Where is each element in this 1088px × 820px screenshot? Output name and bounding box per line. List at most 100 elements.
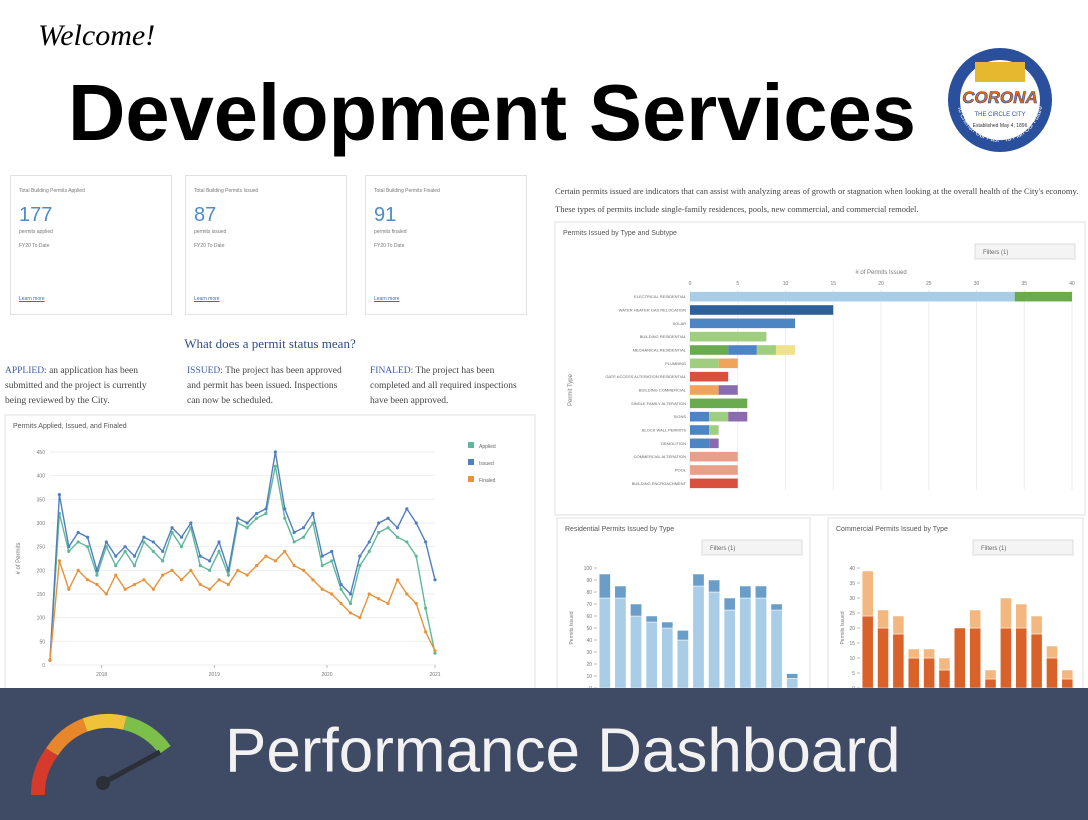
point: [142, 578, 146, 582]
bar-segment: [645, 615, 658, 623]
learn-more-link[interactable]: Learn more: [19, 296, 45, 302]
status-text: The project has been completed and all r…: [370, 366, 517, 406]
point: [161, 549, 165, 554]
kpi-card: Total Building Permits Issued 87 permits i…: [185, 175, 347, 315]
bar-segment: [723, 597, 736, 611]
bar-segment: [690, 371, 729, 382]
point: [264, 507, 268, 511]
y-tick-label: 450: [37, 450, 46, 456]
category-label: SOLAR: [672, 321, 686, 326]
point: [189, 521, 193, 525]
point: [433, 651, 437, 655]
point: [95, 582, 99, 587]
point: [320, 564, 324, 568]
point: [424, 606, 428, 610]
category-label: BUILDING RESIDENTIAL: [640, 334, 687, 339]
bar-segment: [755, 597, 767, 689]
y-tick-label: 90: [586, 578, 592, 584]
point: [179, 578, 184, 582]
bar-segment: [1000, 597, 1012, 629]
point: [395, 578, 400, 582]
bar-segment: [723, 609, 736, 689]
point: [283, 507, 287, 511]
x-tick-label: 40: [1069, 281, 1075, 287]
x-axis-title: # of Permits Issued: [855, 270, 906, 276]
bar-segment: [645, 621, 658, 689]
y-tick-label: 200: [37, 568, 46, 574]
kpi-period: FY20 To Date: [19, 243, 50, 249]
point: [254, 564, 259, 568]
point: [114, 554, 118, 558]
point: [142, 535, 146, 539]
bar-segment: [954, 627, 966, 689]
bar-segment: [1015, 603, 1028, 629]
learn-more-link[interactable]: Learn more: [194, 296, 220, 302]
y-tick-label: 40: [849, 566, 855, 572]
y-tick-label: 5: [852, 671, 855, 677]
logo-established: Established May 4, 1896: [973, 123, 1028, 129]
bar-segment: [690, 425, 710, 435]
y-axis-title: # of Permits: [16, 542, 22, 574]
point: [67, 545, 71, 549]
y-axis-title: Permits Issued: [840, 611, 846, 644]
bar-segment: [1030, 633, 1043, 689]
bar-segment: [677, 639, 689, 689]
filter-button[interactable]: [972, 539, 1074, 556]
point: [208, 559, 212, 563]
point: [414, 601, 418, 606]
bar-segment: [690, 385, 719, 395]
logo-tagline: THE CIRCLE CITY: [974, 112, 1025, 118]
legend-label: Applied: [479, 444, 496, 450]
status-term: ISSUED:: [187, 366, 223, 376]
filter-button[interactable]: [974, 243, 1076, 260]
point: [151, 549, 155, 554]
point: [405, 507, 409, 511]
point: [114, 573, 118, 577]
bar-segment: [1000, 627, 1012, 689]
filter-button[interactable]: [701, 539, 803, 556]
bar-segment: [739, 585, 752, 599]
y-tick-label: 300: [37, 521, 46, 527]
y-tick-label: 20: [849, 626, 855, 632]
bar-segment: [690, 358, 719, 369]
point: [358, 616, 362, 620]
x-tick-label: 20: [878, 281, 884, 287]
y-tick-label: 100: [37, 616, 46, 622]
panel: [554, 221, 1086, 516]
kpi-sub: permits issued: [194, 229, 227, 235]
point: [245, 526, 249, 530]
kpi-label: Total Building Permits Issued: [194, 188, 259, 194]
bar-segment: [598, 597, 611, 689]
point: [283, 549, 287, 554]
point: [236, 516, 240, 520]
point: [273, 559, 277, 563]
point: [189, 568, 193, 572]
footer: [0, 688, 1088, 820]
point: [330, 549, 334, 554]
point: [198, 554, 202, 558]
x-tick-label: 0: [689, 281, 692, 287]
kpi-value: 177: [19, 204, 53, 226]
y-tick-label: 25: [849, 611, 855, 617]
point: [414, 521, 418, 525]
point: [217, 578, 221, 582]
y-tick-label: 50: [39, 639, 45, 645]
point: [217, 540, 221, 544]
bar-segment: [690, 345, 729, 355]
point: [132, 564, 137, 568]
bar-segment: [692, 573, 705, 587]
learn-more-link[interactable]: Learn more: [374, 296, 400, 302]
point: [226, 568, 231, 572]
bar-segment: [861, 615, 874, 689]
bar-segment: [690, 291, 1015, 302]
point: [245, 521, 249, 525]
x-tick-label: 5: [736, 281, 739, 287]
status-item: FINALED: The project has been completed …: [370, 364, 535, 409]
point: [151, 540, 155, 544]
y-axis-title: Permit Type: [568, 373, 574, 406]
point: [85, 578, 90, 582]
x-tick-label: 15: [830, 281, 836, 287]
bar-segment: [690, 331, 767, 342]
